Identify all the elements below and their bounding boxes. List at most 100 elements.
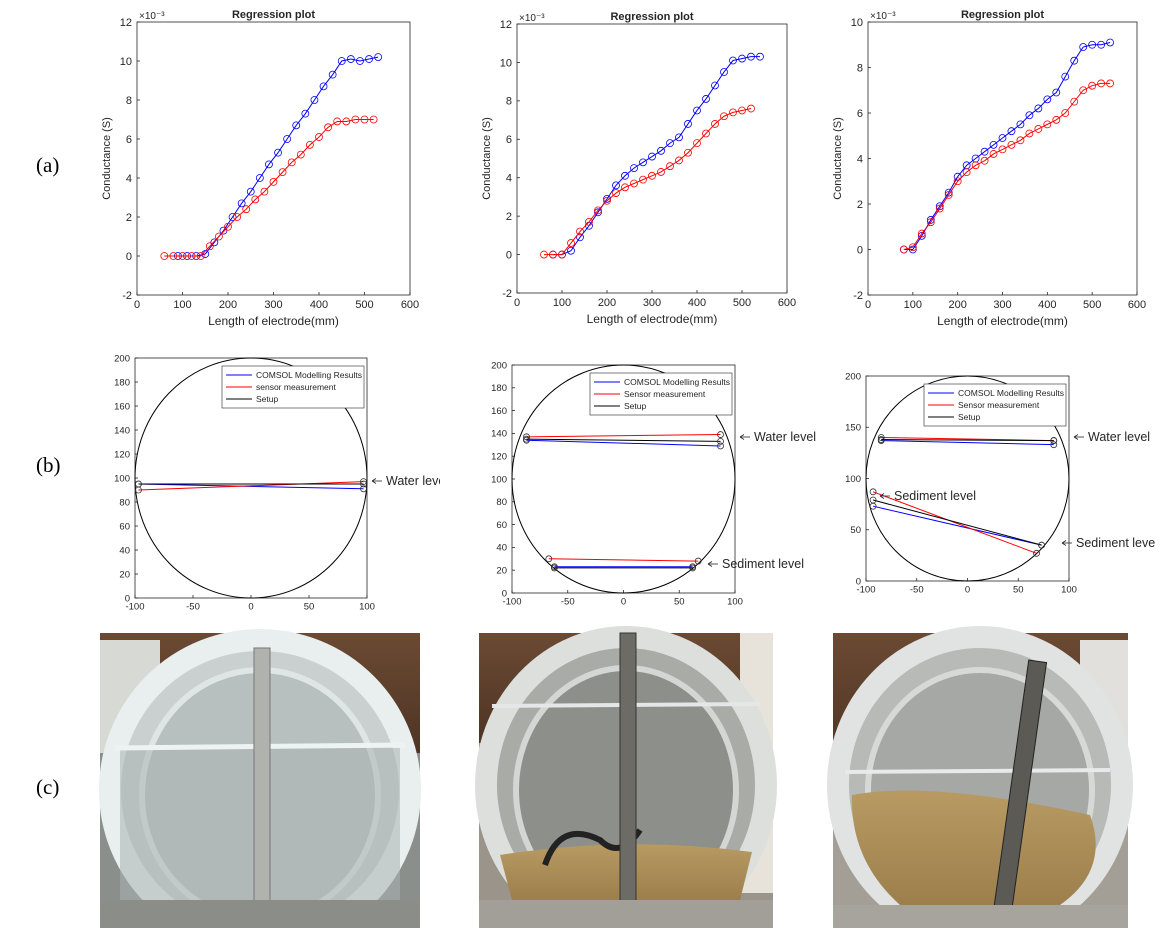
x-tick-label: 50 — [304, 602, 315, 613]
data-point — [738, 106, 746, 115]
y-tick-label: 140 — [491, 429, 507, 440]
data-point — [702, 95, 710, 103]
x-tick-label: 600 — [1128, 299, 1146, 311]
data-point — [228, 213, 237, 221]
y-tick-label: 8 — [126, 95, 132, 107]
panel-label: (a) — [36, 153, 59, 177]
legend-label: COMSOL Modelling Results — [256, 370, 362, 380]
data-point — [356, 57, 364, 65]
data-point — [747, 52, 755, 61]
x-tick-label: 100 — [173, 299, 191, 311]
y-tick-label: 0 — [126, 251, 132, 263]
y-tick-label: 200 — [114, 353, 130, 364]
data-point — [278, 168, 287, 177]
data-point — [1043, 95, 1052, 104]
data-point — [717, 437, 724, 445]
x-tick-label: 600 — [778, 297, 796, 309]
data-point — [210, 238, 219, 247]
y-tick-label: 120 — [114, 449, 130, 460]
y-multiplier: ×10⁻³ — [870, 11, 896, 22]
legend-label: COMSOL Modelling Results — [624, 377, 730, 387]
y-tick-label: 0 — [857, 244, 863, 256]
series-line — [526, 439, 721, 568]
y-tick-label: 140 — [114, 425, 130, 436]
data-point — [550, 564, 558, 572]
y-tick-label: 40 — [496, 543, 507, 554]
y-tick-label: 50 — [850, 525, 861, 536]
y-tick-label: 160 — [114, 401, 130, 412]
data-point — [675, 133, 683, 142]
y-tick-label: 60 — [496, 520, 507, 531]
annotation: Sediment level — [722, 557, 804, 571]
x-tick-label: 400 — [688, 297, 706, 309]
annotation: Water level — [386, 474, 448, 488]
chart-title: Regression plot — [961, 9, 1044, 21]
y-tick-label: 200 — [845, 371, 861, 382]
y-tick-label: 160 — [491, 406, 507, 417]
data-point — [594, 208, 602, 217]
x-tick-label: 100 — [359, 602, 375, 613]
data-point — [523, 433, 530, 441]
x-tick-label: 50 — [674, 597, 685, 608]
x-tick-label: 50 — [1013, 585, 1024, 596]
data-point — [1061, 109, 1070, 117]
data-point — [621, 183, 629, 192]
legend-label: Sensor measurement — [624, 389, 706, 399]
data-point — [337, 57, 346, 65]
annotation-arrowhead — [739, 434, 745, 440]
chart: -100 -50 0 50 100 0 20 40 60 80 100 120 140 160 180 200… — [114, 353, 448, 613]
data-point — [689, 564, 697, 572]
data-point — [187, 252, 196, 260]
data-point — [612, 189, 620, 197]
data-point — [233, 213, 242, 221]
data-point — [255, 174, 264, 182]
series-line — [177, 56, 379, 257]
x-tick-label: 0 — [248, 602, 253, 613]
data-point — [315, 133, 323, 141]
data-point — [160, 252, 169, 260]
data-point — [360, 115, 369, 124]
x-tick-label: -50 — [910, 585, 924, 596]
data-point — [989, 140, 998, 149]
data-point — [1052, 88, 1061, 97]
y-tick-label: 20 — [119, 569, 130, 580]
data-point — [1079, 43, 1088, 51]
data-point — [729, 56, 737, 65]
data-point — [169, 252, 178, 260]
data-point — [612, 181, 620, 190]
data-point — [178, 252, 187, 260]
chart: 0 100 200 300 400 500 600-2024681012Regression… — [101, 9, 419, 328]
data-point — [648, 152, 656, 161]
y-tick-label: 80 — [119, 497, 130, 508]
data-point — [246, 187, 255, 196]
data-point — [342, 117, 351, 126]
y-tick-label: 4 — [857, 153, 863, 165]
data-point — [694, 557, 702, 565]
data-point — [962, 168, 971, 177]
data-point — [567, 246, 575, 255]
x-axis-label: Length of electrode(mm) — [937, 314, 1068, 328]
data-point — [869, 488, 877, 496]
x-tick-label: 400 — [1038, 299, 1056, 311]
data-point — [1070, 56, 1079, 65]
data-point — [693, 106, 701, 115]
x-tick-label: -100 — [856, 585, 875, 596]
data-point — [1070, 97, 1079, 106]
series-line — [872, 439, 1054, 546]
data-point — [558, 250, 566, 259]
data-point — [523, 435, 530, 443]
y-tick-label: 120 — [491, 452, 507, 463]
data-point — [1038, 541, 1045, 549]
data-point — [540, 250, 548, 259]
data-point — [603, 194, 611, 203]
data-point — [729, 108, 737, 117]
data-point — [998, 145, 1007, 154]
data-point — [877, 434, 885, 441]
data-point — [1033, 549, 1040, 557]
x-tick-label: 100 — [1061, 585, 1077, 596]
y-tick-label: 6 — [506, 134, 512, 146]
data-point — [1061, 72, 1070, 81]
data-point — [1016, 120, 1025, 129]
